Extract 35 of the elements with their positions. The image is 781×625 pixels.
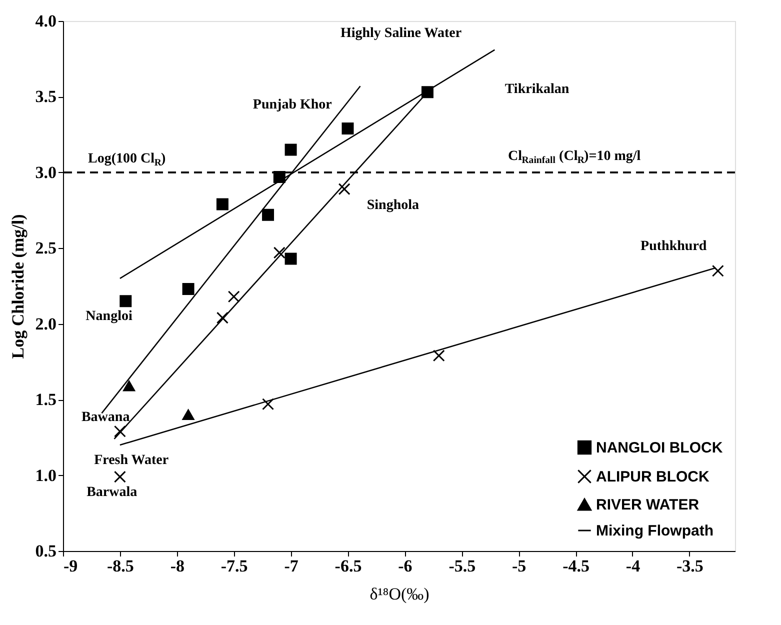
x-tick-label: -7.5 — [220, 556, 248, 576]
annotation: Nangloi — [86, 309, 132, 324]
x-tick-label: -4.5 — [562, 556, 590, 576]
y-tick-label: 2.0 — [35, 314, 56, 334]
y-axis-title: Log Chloride (mg/l) — [8, 214, 28, 359]
legend-label: ALIPUR BLOCK — [596, 468, 710, 486]
annotation: Fresh Water — [94, 453, 169, 468]
y-tick-label: 3.5 — [35, 87, 56, 106]
x-tick-label: -8 — [170, 556, 184, 576]
x-tick-label: -7 — [284, 556, 299, 576]
y-tick-label: 1.5 — [35, 390, 56, 410]
legend-label: Mixing Flowpath — [596, 522, 714, 540]
annotation: Punjab Khor — [252, 98, 332, 113]
legend-label: RIVER WATER — [596, 496, 700, 514]
legend-label: NANGLOI BLOCK — [596, 440, 723, 456]
x-tick-label: -3.5 — [676, 556, 704, 576]
annotation: Singhola — [366, 198, 420, 214]
x-tick-label: -5 — [512, 556, 526, 576]
x-tick-label: -8.5 — [106, 556, 134, 576]
annotation: Bawana — [81, 410, 130, 426]
annotation: Highly Saline Water — [340, 26, 462, 41]
x-tick-label: -5.5 — [448, 556, 476, 576]
y-tick-label: 0.5 — [35, 542, 56, 560]
x-tick-label: -6.5 — [334, 556, 362, 576]
x-axis-title: δ¹⁸O(‰) — [370, 584, 430, 604]
x-tick-label: -6 — [398, 556, 412, 576]
annotation: Barwala — [86, 484, 138, 500]
y-tick-label: 3.0 — [35, 162, 56, 182]
y-tick-label: 1.0 — [35, 466, 56, 485]
annotation: Puthkhurd — [640, 238, 707, 254]
x-tick-label: -4 — [626, 556, 641, 576]
y-tick-label: 4.0 — [35, 12, 56, 30]
y-tick-label: 2.5 — [35, 238, 56, 258]
x-tick-label: -9 — [64, 556, 78, 576]
annotation: Tikrikalan — [504, 82, 570, 97]
